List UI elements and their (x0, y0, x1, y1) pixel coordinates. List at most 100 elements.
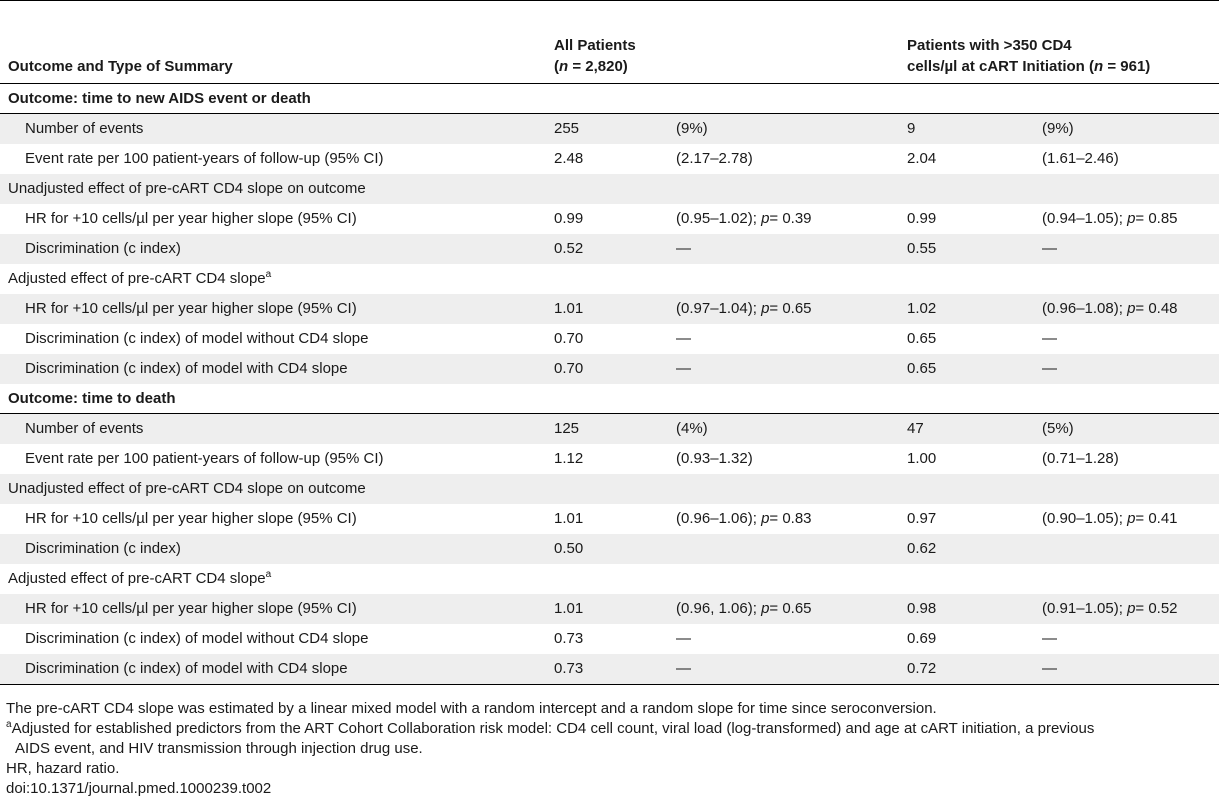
all-patients-value (546, 174, 668, 204)
table-row: Adjusted effect of pre-cART CD4 slopea (0, 564, 1219, 594)
row-label: Discrimination (c index) of model with C… (0, 354, 546, 384)
all-patients-value: 1.01 (546, 594, 668, 624)
high-cd4-value: 1.00 (907, 450, 937, 467)
row-label: Discrimination (c index) of model withou… (25, 330, 369, 347)
high-cd4-ci (1034, 564, 1219, 594)
all-patients-ci: (0.97–1.04); p= 0.65 (668, 294, 899, 324)
row-label: HR for +10 cells/µl per year higher slop… (25, 510, 357, 527)
table-row: Discrimination (c index) of model with C… (0, 654, 1219, 685)
row-label: Event rate per 100 patient-years of foll… (25, 450, 384, 467)
all-patients-value: 125 (546, 413, 668, 444)
high-cd4-ci: (0.91–1.05); p= 0.52 (1034, 594, 1219, 624)
high-cd4-ci: (0.90–1.05); p= 0.41 (1042, 510, 1178, 527)
high-cd4-ci: — (1034, 234, 1219, 264)
table-row: HR for +10 cells/µl per year higher slop… (0, 204, 1219, 234)
high-cd4-value: 47 (899, 413, 1034, 444)
table-row: Discrimination (c index) 0.52—0.55— (0, 234, 1219, 264)
header-high-cd4-patients: Patients with >350 CD4 cells/µl at cART … (899, 0, 1219, 84)
row-label: Discrimination (c index) (0, 534, 546, 564)
all-patients-ci: — (668, 234, 899, 264)
all-patients-ci: — (676, 330, 691, 347)
row-label: Discrimination (c index) of model withou… (25, 630, 369, 647)
all-patients-value: 0.99 (554, 210, 584, 227)
footnote-a: aAdjusted for established predictors fro… (6, 719, 1095, 738)
high-cd4-value (899, 474, 1034, 504)
high-cd4-value: 9 (899, 113, 1034, 144)
high-cd4-value (899, 564, 1034, 594)
results-table: Outcome and Type of Summary All Patients… (0, 0, 1219, 685)
all-patients-ci: — (676, 630, 691, 647)
all-patients-ci: (9%) (668, 113, 899, 144)
high-cd4-value: 0.72 (899, 654, 1034, 685)
all-patients-ci: (4%) (668, 413, 899, 444)
section-title: Outcome: time to new AIDS event or death (0, 83, 1219, 114)
section-header-row: Outcome: time to death (0, 384, 1219, 414)
table-row: HR for +10 cells/µl per year higher slop… (0, 504, 1219, 534)
high-cd4-ci (1034, 264, 1219, 294)
all-patients-ci: (0.95–1.02); p= 0.39 (676, 210, 812, 227)
row-label: Discrimination (c index) (0, 234, 546, 264)
row-label: Adjusted effect of pre-cART CD4 slopea (8, 269, 272, 288)
table-row: Unadjusted effect of pre-cART CD4 slope … (0, 174, 1219, 204)
high-cd4-ci (1034, 174, 1219, 204)
row-label: Adjusted effect of pre-cART CD4 slopea (8, 569, 272, 588)
all-patients-value: 0.52 (546, 234, 668, 264)
table-row: Event rate per 100 patient-years of foll… (0, 144, 1219, 174)
all-patients-value: 255 (546, 113, 668, 144)
high-cd4-value: 0.99 (907, 210, 937, 227)
all-patients-value: 0.70 (546, 354, 668, 384)
all-patients-value: 2.48 (554, 150, 584, 167)
row-label: HR for +10 cells/µl per year higher slop… (0, 594, 546, 624)
high-cd4-value: 0.62 (899, 534, 1034, 564)
high-cd4-ci: — (1042, 630, 1057, 647)
table-header-row: Outcome and Type of Summary All Patients… (0, 0, 1219, 84)
row-label: Discrimination (c index) of model with C… (0, 654, 546, 685)
high-cd4-ci (1034, 474, 1219, 504)
table-row: Event rate per 100 patient-years of foll… (0, 444, 1219, 474)
header-outcome: Outcome and Type of Summary (0, 0, 546, 84)
high-cd4-ci: — (1042, 330, 1057, 347)
high-cd4-value: 0.69 (907, 630, 937, 647)
header-all-patients: All Patients (n = 2,820) (546, 0, 899, 84)
high-cd4-ci: (1.61–2.46) (1042, 150, 1119, 167)
all-patients-ci: (0.93–1.32) (676, 450, 753, 467)
row-label: Number of events (0, 413, 546, 444)
row-label: Unadjusted effect of pre-cART CD4 slope … (0, 474, 546, 504)
footnote-abbreviation: HR, hazard ratio. (6, 760, 120, 777)
high-cd4-ci: (5%) (1034, 413, 1219, 444)
footnote-a-continued: AIDS event, and HIV transmission through… (15, 740, 423, 757)
footnote-marker: a (265, 269, 272, 280)
all-patients-value (546, 564, 668, 594)
row-label: HR for +10 cells/µl per year higher slop… (0, 294, 546, 324)
table-row: HR for +10 cells/µl per year higher slop… (0, 594, 1219, 624)
all-patients-ci: — (668, 654, 899, 685)
row-label: Number of events (0, 113, 546, 144)
all-patients-ci (668, 474, 899, 504)
table-row: Adjusted effect of pre-cART CD4 slopea (0, 264, 1219, 294)
table-row: Discrimination (c index) of model with C… (0, 354, 1219, 384)
high-cd4-ci: (9%) (1034, 113, 1219, 144)
table-row: Discrimination (c index) of model withou… (0, 624, 1219, 654)
section-header-row: Outcome: time to new AIDS event or death (0, 83, 1219, 114)
high-cd4-value: 0.55 (899, 234, 1034, 264)
all-patients-ci: (0.96, 1.06); p= 0.65 (668, 594, 899, 624)
row-label: HR for +10 cells/µl per year higher slop… (25, 210, 357, 227)
row-label: Event rate per 100 patient-years of foll… (25, 150, 384, 167)
high-cd4-value: 1.02 (899, 294, 1034, 324)
high-cd4-value: 2.04 (907, 150, 937, 167)
all-patients-value (546, 474, 668, 504)
table-footnotes: The pre-cART CD4 slope was estimated by … (0, 685, 1219, 799)
all-patients-ci (668, 264, 899, 294)
table-row: Discrimination (c index) of model withou… (0, 324, 1219, 354)
high-cd4-ci: — (1034, 354, 1219, 384)
high-cd4-ci: — (1034, 654, 1219, 685)
all-patients-value: 0.73 (554, 630, 584, 647)
high-cd4-ci (1034, 534, 1219, 564)
all-patients-value: 0.70 (554, 330, 584, 347)
all-patients-ci: (2.17–2.78) (676, 150, 753, 167)
row-label: Unadjusted effect of pre-cART CD4 slope … (0, 174, 546, 204)
all-patients-ci (668, 534, 899, 564)
all-patients-value (546, 264, 668, 294)
all-patients-value: 1.01 (554, 510, 584, 527)
high-cd4-value: 0.97 (907, 510, 937, 527)
